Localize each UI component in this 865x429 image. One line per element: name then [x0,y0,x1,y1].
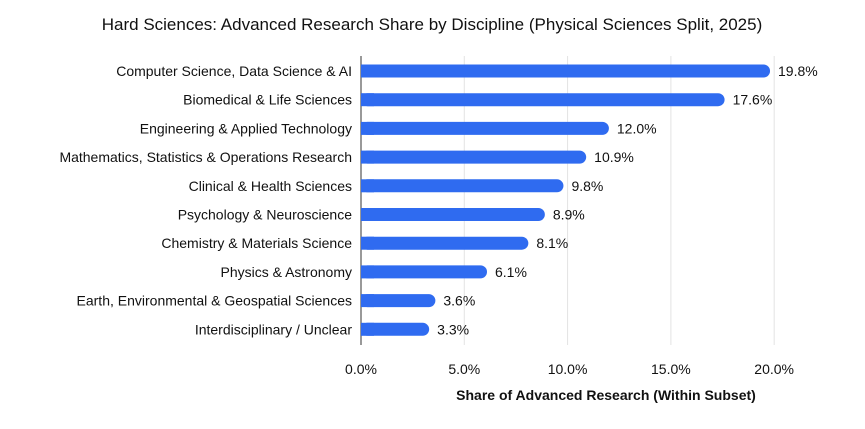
value-label: 3.6% [443,293,475,309]
bar [361,322,430,336]
bar [361,208,545,221]
bar-base [361,236,374,250]
bar [361,236,529,250]
bar [361,265,488,279]
bar-base [361,150,374,164]
bar-base [361,179,374,193]
category-label: Psychology & Neuroscience [178,207,353,223]
bar-base [361,208,374,221]
value-label: 10.9% [594,149,634,165]
bar-base [361,294,374,308]
value-label: 9.8% [571,178,603,194]
bar-base [361,64,374,78]
x-tick-label: 15.0% [651,361,691,377]
category-label: Earth, Environmental & Geospatial Scienc… [77,293,352,309]
x-tick-label: 0.0% [345,361,377,377]
value-labels: 19.8% 17.6% 12.0% 10.9% 9.8% 8.9% 8.1% 6.1% 3.6%… [437,63,818,337]
bar-base [361,322,374,336]
category-label: Computer Science, Data Science & AI [116,63,352,79]
category-label: Clinical & Health Sciences [189,178,352,194]
bar [361,93,725,107]
category-label: Chemistry & Materials Science [161,235,352,251]
x-tick-label: 20.0% [754,361,794,377]
value-label: 12.0% [617,120,657,136]
x-axis-ticks: 0.0% 5.0% 10.0% 15.0% 20.0% [345,361,794,377]
value-label: 6.1% [495,264,527,280]
value-label: 19.8% [778,63,818,79]
value-label: 8.9% [553,207,585,223]
x-tick-label: 10.0% [548,361,588,377]
category-label: Mathematics, Statistics & Operations Res… [59,149,352,165]
value-label: 3.3% [437,321,469,337]
bar-base [361,121,374,135]
value-label: 8.1% [536,235,568,251]
bar [361,294,436,308]
bar-base [361,93,374,107]
category-label: Interdisciplinary / Unclear [195,321,353,337]
category-labels: Computer Science, Data Science & AI Biome… [59,63,352,337]
bar [361,64,771,78]
x-tick-label: 5.0% [448,361,480,377]
category-label: Biomedical & Life Sciences [183,92,352,108]
bar-base [361,265,374,279]
bar [361,121,609,135]
bar [361,150,587,164]
x-axis-title: Share of Advanced Research (Within Subse… [456,387,756,403]
bar [361,179,564,193]
bars [361,64,771,336]
value-label: 17.6% [733,92,773,108]
chart-title: Hard Sciences: Advanced Research Share b… [102,15,763,34]
category-label: Physics & Astronomy [221,264,353,280]
category-label: Engineering & Applied Technology [140,120,352,136]
